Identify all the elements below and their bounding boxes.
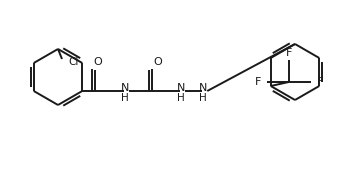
Text: H: H bbox=[121, 93, 129, 103]
Text: F: F bbox=[254, 77, 261, 87]
Text: F: F bbox=[286, 48, 292, 58]
Text: N: N bbox=[177, 83, 185, 93]
Text: F: F bbox=[317, 77, 323, 87]
Text: Cl: Cl bbox=[68, 57, 79, 67]
Text: N: N bbox=[199, 83, 207, 93]
Text: O: O bbox=[93, 57, 102, 67]
Text: H: H bbox=[177, 93, 185, 103]
Text: N: N bbox=[121, 83, 130, 93]
Text: H: H bbox=[199, 93, 207, 103]
Text: O: O bbox=[153, 57, 162, 67]
